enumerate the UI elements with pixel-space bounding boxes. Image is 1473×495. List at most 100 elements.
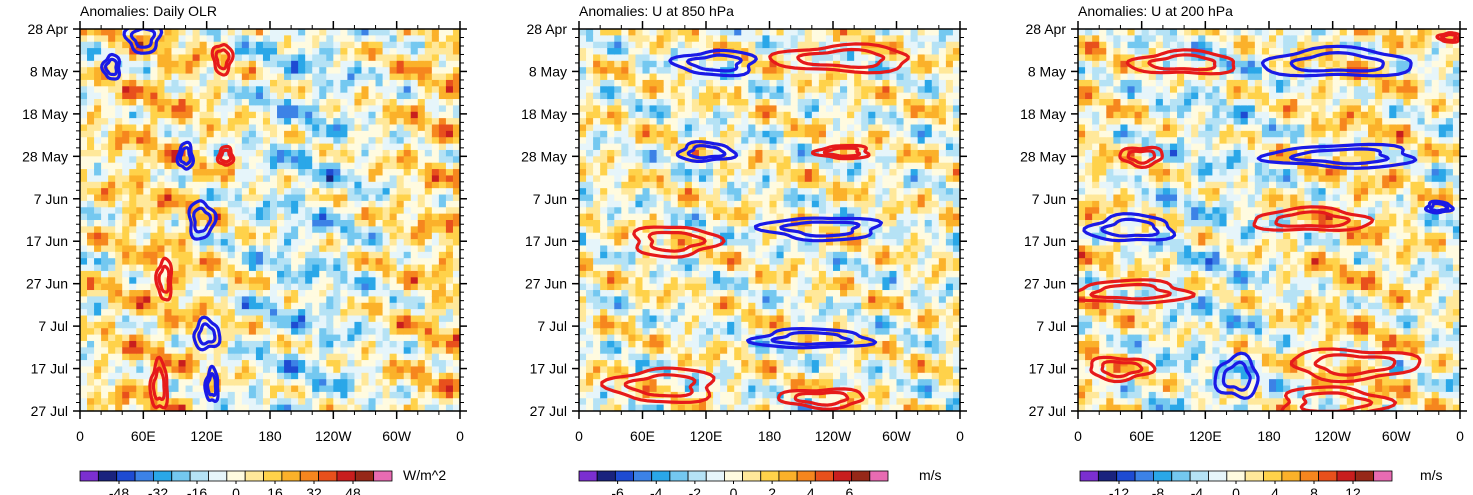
colorbar-swatch (705, 470, 725, 482)
colorbar-label: -12 (1109, 485, 1129, 495)
x-tick-label: 120W (1314, 428, 1351, 444)
contour-positive (1289, 347, 1422, 384)
x-tick-label: 180 (758, 428, 782, 444)
colorbar-swatch (796, 470, 816, 482)
x-tick-label: 60W (882, 428, 912, 444)
y-tick-label: 27 Jun (525, 276, 567, 292)
contour-positive-inner (1089, 282, 1172, 301)
y-tick-label: 7 Jun (533, 191, 567, 207)
x-tick-label: 120E (690, 428, 723, 444)
colorbar-swatch (742, 470, 762, 482)
contour-negative (1260, 44, 1413, 78)
anomaly-field (80, 29, 460, 411)
colorbar-swatch (1116, 470, 1136, 482)
colorbar-label: 16 (267, 485, 283, 495)
contour-negative (203, 364, 220, 403)
contour-lines (600, 42, 910, 411)
colorbar-swatch (244, 470, 264, 482)
colorbar-label: 2 (768, 485, 776, 495)
x-tick-label: 60W (1382, 428, 1412, 444)
contour-negative-inner (192, 206, 213, 234)
colorbar-swatch (1134, 470, 1154, 482)
panel-u200: 28 Apr 8 May 18 May 28 May 7 Jun 17 Jun 27 Jun… (1020, 3, 1467, 495)
x-tick-label: 0 (1456, 428, 1464, 444)
colorbar-swatch (1281, 470, 1301, 482)
x-tick-label: 0 (76, 428, 84, 444)
contour-positive (1089, 355, 1157, 384)
x-tick-label: 60E (630, 428, 655, 444)
colorbar-swatch (1226, 470, 1246, 482)
contour-positive-inner (796, 47, 886, 69)
colorbar-swatch (116, 470, 136, 482)
x-tick-label: 120E (1189, 428, 1222, 444)
panel-title: Anomalies: U at 850 hPa (579, 3, 734, 19)
contour-negative (753, 216, 883, 243)
contour-positive-inner (1440, 32, 1458, 43)
contour-positive (1078, 278, 1196, 305)
colorbar-label: -48 (109, 485, 129, 495)
colorbar-label: 32 (306, 485, 322, 495)
contour-negative (175, 140, 195, 171)
y-tick-label: 8 May (30, 63, 68, 79)
contour-negative-inner (770, 330, 853, 346)
colorbar-swatch (373, 470, 393, 482)
y-tick-label: 27 Jul (530, 403, 567, 419)
contour-negative (1082, 212, 1177, 243)
contour-negative (1213, 351, 1260, 400)
contour-negative (668, 48, 758, 78)
x-tick-label: 0 (956, 428, 964, 444)
contour-positive (154, 256, 174, 302)
colorbar-label: 8 (1310, 485, 1318, 495)
colorbar-label: -16 (187, 485, 207, 495)
colorbar-swatch (354, 470, 375, 482)
colorbar-swatch (1153, 470, 1173, 482)
contour-positive (1435, 31, 1460, 44)
contour-negative-inner (178, 146, 192, 166)
y-tick-label: 17 Jul (1029, 361, 1066, 377)
colorbar-swatch (669, 470, 689, 482)
y-tick-label: 7 Jul (1036, 318, 1066, 334)
contour-negative-inner (686, 144, 727, 160)
contour-positive-inner (647, 230, 707, 253)
y-tick-label: 7 Jun (1032, 191, 1066, 207)
colorbar-label: 4 (807, 485, 815, 495)
colorbar-label: -8 (1152, 485, 1165, 495)
contour-negative-inner (1221, 360, 1252, 392)
y-tick-label: 17 Jun (525, 233, 567, 249)
x-tick-label: 120W (815, 428, 852, 444)
contour-negative (1256, 142, 1418, 170)
colorbar-swatch (134, 470, 154, 482)
contour-positive-inner (214, 48, 231, 71)
x-tick-label: 60E (131, 428, 156, 444)
colorbar-label: 4 (1271, 485, 1279, 495)
y-tick-label: 27 Jul (31, 403, 68, 419)
contour-negative-inner (1289, 147, 1390, 166)
colorbar-swatch (1097, 470, 1118, 482)
contour-positive (811, 143, 871, 161)
contour-negative-inner (779, 220, 861, 238)
colorbar-swatch (578, 470, 598, 482)
panel-olr: 28 Apr 8 May 18 May 28 May 7 Jun 17 Jun 27 Jun… (22, 3, 467, 495)
colorbar-swatch (687, 470, 707, 482)
colorbar-swatch (299, 470, 319, 482)
contour-negative-inner (205, 372, 218, 397)
colorbar-label: 12 (1345, 485, 1361, 495)
colorbar-label: -4 (650, 485, 663, 495)
colorbar: -48 -32 -16 0 16 32 48 W/m^2 (79, 467, 446, 495)
contour-positive-inner (1126, 149, 1157, 165)
colorbar-units: W/m^2 (403, 467, 446, 483)
colorbar: -6 -4 -2 0 2 4 6 m/s (578, 467, 942, 495)
contour-negative-inner (1289, 51, 1385, 73)
y-tick-label: 7 Jun (34, 191, 68, 207)
contour-lines (1078, 31, 1460, 411)
y-tick-label: 28 May (22, 148, 68, 164)
contour-positive (1280, 385, 1398, 411)
contour-positive (777, 387, 865, 411)
x-tick-label: 0 (575, 428, 583, 444)
colorbar: -12 -8 -4 0 4 8 12 m/s (1079, 467, 1443, 495)
contour-positive (1125, 48, 1236, 76)
colorbar-swatch (281, 470, 301, 482)
colorbar-swatch (614, 470, 634, 482)
colorbar-swatch (1189, 470, 1209, 482)
